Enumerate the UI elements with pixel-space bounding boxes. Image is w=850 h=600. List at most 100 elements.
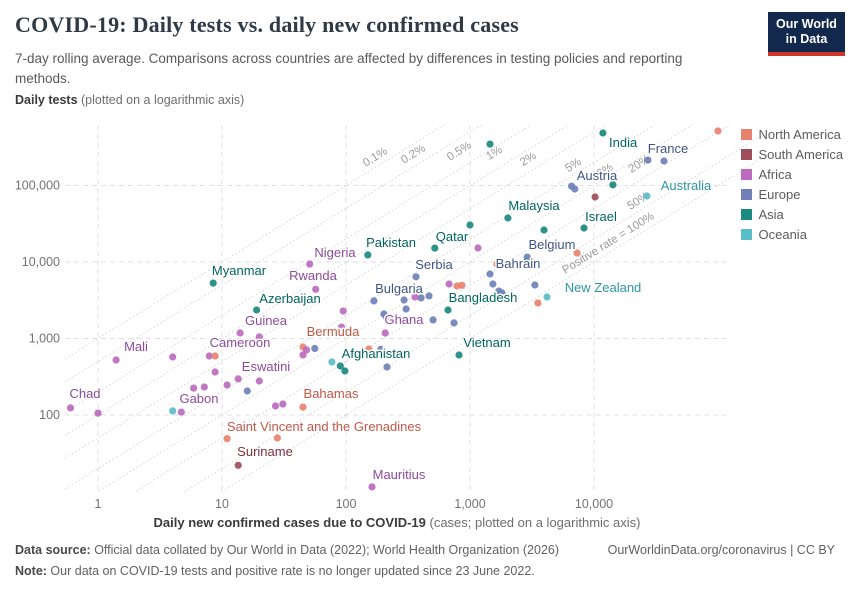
country-label-chad: Chad — [69, 386, 100, 401]
data-point-cameroon[interactable] — [205, 352, 213, 360]
data-point-europe[interactable] — [311, 344, 319, 353]
legend-item-asia[interactable]: Asia — [741, 207, 843, 222]
data-point-africa[interactable] — [445, 280, 453, 288]
data-point-south_america[interactable] — [591, 193, 599, 201]
data-point-europe[interactable] — [498, 289, 506, 297]
data-point-serbia[interactable] — [412, 273, 420, 281]
data-point-africa[interactable] — [211, 368, 219, 376]
data-point-vietnam[interactable] — [455, 351, 463, 359]
data-point-europe[interactable] — [429, 316, 437, 324]
data-point-mauritius[interactable] — [368, 483, 376, 491]
data-point-asia[interactable] — [486, 140, 494, 148]
data-point-africa[interactable] — [271, 402, 280, 410]
data-point-australia[interactable] — [643, 192, 651, 200]
data-point-chad[interactable] — [66, 404, 75, 412]
data-point-europe[interactable] — [489, 280, 497, 288]
legend-item-north_america[interactable]: North America — [741, 127, 843, 142]
data-point-asia[interactable] — [522, 258, 530, 266]
data-point-africa[interactable] — [411, 293, 419, 301]
data-point-afghanistan[interactable] — [336, 362, 344, 370]
legend-item-oceania[interactable]: Oceania — [741, 227, 843, 242]
data-point-saint-vincent-and-the-grenadines[interactable] — [223, 435, 231, 443]
data-point-new-zealand[interactable] — [543, 293, 551, 301]
data-point-north_america[interactable] — [273, 434, 281, 442]
data-point-europe[interactable] — [571, 185, 579, 193]
data-point-india[interactable] — [599, 129, 607, 137]
data-point-azerbaijan[interactable] — [253, 306, 261, 314]
data-point-qatar[interactable] — [431, 244, 439, 252]
license-link[interactable]: OurWorldinData.org/coronavirus | CC BY — [607, 543, 835, 557]
legend-item-africa[interactable]: Africa — [741, 167, 843, 182]
country-label-vietnam: Vietnam — [463, 335, 510, 350]
rate-label: 0.1% — [361, 145, 390, 169]
country-label-bahamas: Bahamas — [304, 386, 359, 401]
data-point-myanmar[interactable] — [209, 279, 217, 287]
data-point-malaysia[interactable] — [504, 214, 512, 222]
x-tick-label: 10,000 — [575, 497, 613, 511]
data-point-europe[interactable] — [383, 363, 391, 371]
data-point-north_america[interactable] — [365, 345, 373, 353]
country-label-gabon: Gabon — [179, 391, 218, 406]
data-point-europe[interactable] — [382, 313, 390, 321]
data-point-europe[interactable] — [417, 294, 425, 302]
country-label-belgium: Belgium — [529, 237, 576, 252]
data-point-pakistan[interactable] — [364, 251, 372, 259]
data-point-north_america[interactable] — [458, 281, 466, 289]
data-point-europe[interactable] — [450, 319, 458, 327]
data-point-north_america[interactable] — [211, 352, 219, 360]
data-point-africa[interactable] — [255, 333, 263, 341]
data-point-bulgaria[interactable] — [400, 296, 408, 304]
data-point-asia[interactable] — [609, 181, 617, 189]
data-point-bangladesh[interactable] — [444, 306, 452, 314]
data-point-oceania[interactable] — [328, 358, 336, 366]
data-point-africa[interactable] — [190, 384, 198, 392]
owid-logo[interactable]: Our World in Data — [768, 12, 845, 56]
data-point-europe[interactable] — [370, 297, 378, 305]
data-point-africa[interactable] — [474, 244, 482, 252]
data-point-north_america[interactable] — [534, 299, 542, 307]
data-point-africa[interactable] — [200, 383, 208, 391]
data-point-asia[interactable] — [540, 226, 548, 234]
data-point-asia[interactable] — [341, 367, 349, 375]
data-point-africa[interactable] — [337, 323, 346, 331]
legend-item-south_america[interactable]: South America — [741, 147, 843, 162]
data-point-africa[interactable] — [169, 353, 177, 361]
data-point-suriname[interactable] — [234, 461, 242, 469]
data-point-guinea[interactable] — [236, 329, 244, 337]
data-point-gabon[interactable] — [177, 408, 185, 416]
axis-tick-labels: 1 10 100 1,000 10,000 100 1,000 10,000 100,000 — [15, 179, 613, 512]
data-point-europe[interactable] — [402, 305, 410, 313]
data-point-bahamas[interactable] — [299, 403, 307, 411]
data-point-asia[interactable] — [466, 221, 474, 229]
data-point-north_america[interactable] — [493, 260, 501, 268]
country-label-mauritius: Mauritius — [373, 467, 426, 482]
data-point-europe[interactable] — [425, 292, 433, 300]
data-point-eswatini[interactable] — [234, 375, 242, 383]
rate-label: 0.2% — [399, 142, 428, 166]
data-point-europe[interactable] — [377, 345, 385, 353]
data-point-africa[interactable] — [339, 307, 347, 315]
data-point-ghana[interactable] — [381, 329, 389, 337]
data-point-nigeria[interactable] — [306, 260, 314, 268]
data-point-europe[interactable] — [243, 387, 251, 395]
data-point-africa[interactable] — [299, 351, 307, 359]
data-point-africa[interactable] — [94, 409, 102, 417]
data-point-rwanda[interactable] — [312, 285, 320, 293]
data-point-europe[interactable] — [531, 281, 539, 289]
data-point-africa[interactable] — [302, 346, 311, 354]
data-point-bahrain[interactable] — [486, 270, 494, 278]
rate-label: 0.5% — [445, 139, 474, 163]
legend-label-africa: Africa — [758, 167, 792, 182]
data-point-oceania[interactable] — [169, 407, 177, 415]
data-point-africa[interactable] — [223, 381, 231, 389]
data-point-mali[interactable] — [112, 356, 120, 364]
data-point-africa[interactable] — [255, 377, 263, 385]
legend-item-europe[interactable]: Europe — [741, 187, 843, 202]
data-point-europe[interactable] — [660, 157, 668, 165]
data-point-north_america[interactable] — [573, 249, 581, 257]
data-point-africa[interactable] — [279, 400, 287, 408]
country-label-saint-vincent-and-the-grenadines: Saint Vincent and the Grenadines — [227, 419, 422, 434]
data-point-north_america[interactable] — [714, 127, 722, 135]
data-point-france[interactable] — [644, 156, 652, 164]
data-point-israel[interactable] — [580, 224, 588, 232]
